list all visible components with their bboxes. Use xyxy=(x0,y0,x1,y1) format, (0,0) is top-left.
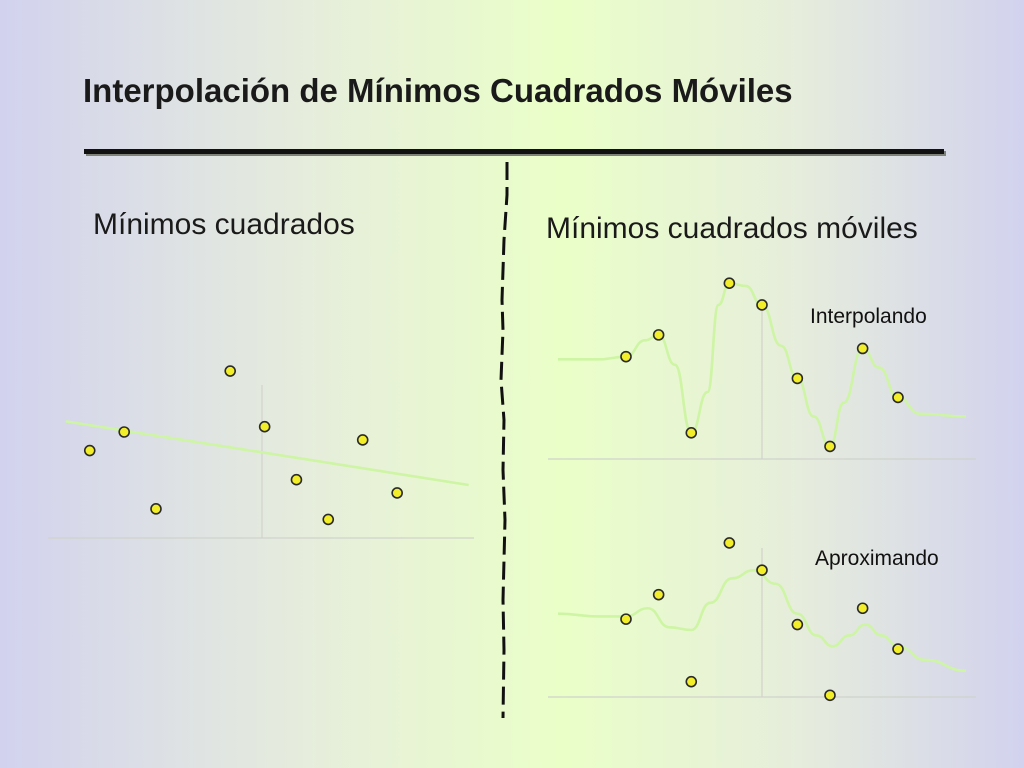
least-squares-point-3 xyxy=(150,503,162,515)
mls-approximating-point-6 xyxy=(791,618,804,631)
least-squares-point-4 xyxy=(224,365,236,377)
least-squares-point-7 xyxy=(322,513,335,526)
least-squares-fit xyxy=(65,420,469,487)
mls-approximating-point-3 xyxy=(685,675,698,688)
least-squares-point-6 xyxy=(290,473,303,486)
mls-interpolating-point-4 xyxy=(723,277,736,290)
mls-approximating-curve xyxy=(557,568,967,673)
interpolating-label: Interpolando xyxy=(810,305,927,328)
mls-interpolating-point-7 xyxy=(824,440,836,453)
approximating-label: Aproximando xyxy=(815,547,939,570)
least-squares-point-9 xyxy=(391,487,403,499)
mls-interpolating-point-1 xyxy=(620,350,632,363)
least-squares-point-8 xyxy=(356,434,369,446)
mls-interpolating-point-9 xyxy=(892,391,904,404)
least-squares-points xyxy=(83,365,403,526)
mls-interpolating-point-3 xyxy=(685,426,698,439)
mls-interpolating-point-8 xyxy=(856,342,869,355)
least-squares-axes xyxy=(48,385,474,539)
mls-approximating-point-8 xyxy=(856,602,869,615)
slide-title: Interpolación de Mínimos Cuadrados Móvil… xyxy=(83,72,793,109)
mls-approximating-point-5 xyxy=(756,564,768,576)
least-squares-point-5 xyxy=(258,420,271,433)
mls-approximating-point-2 xyxy=(652,588,665,601)
mls-interpolating-curve xyxy=(558,281,967,448)
right-column-heading: Mínimos cuadrados móviles xyxy=(546,212,918,245)
mls-approximating-point-7 xyxy=(824,689,836,702)
mls-approximating-fit-path xyxy=(557,568,967,673)
mls-interpolating-point-5 xyxy=(756,299,768,311)
title-underline xyxy=(84,149,944,154)
mls-interpolating-axes xyxy=(548,300,976,460)
least-squares-point-2 xyxy=(118,426,130,438)
least-squares-point-1 xyxy=(83,444,96,457)
mls-interpolating-point-2 xyxy=(652,329,665,341)
mls-interpolating-points xyxy=(620,277,904,453)
left-column-heading: Mínimos cuadrados xyxy=(93,208,355,241)
mls-approximating-point-4 xyxy=(723,537,736,549)
mls-interpolating-fit-path xyxy=(558,281,967,448)
mls-approximating-point-1 xyxy=(620,613,632,625)
mls-approximating-points xyxy=(620,537,904,702)
mls-interpolating-point-6 xyxy=(791,372,804,385)
least-squares-fit-path xyxy=(65,420,469,487)
mls-approximating-point-9 xyxy=(892,643,904,655)
